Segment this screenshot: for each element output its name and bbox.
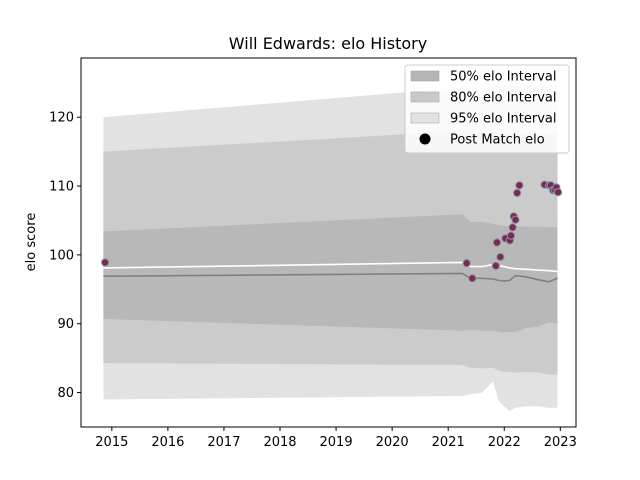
x-tick-label: 2017 (207, 435, 240, 450)
y-tick-label: 90 (57, 317, 74, 332)
x-tick-label: 2023 (544, 435, 577, 450)
y-tick-label: 80 (57, 386, 74, 401)
x-tick-label: 2021 (432, 435, 465, 450)
post-match-point (496, 252, 505, 262)
legend-frame (404, 64, 570, 154)
x-tick-label: 2020 (376, 435, 409, 450)
legend-marker (419, 133, 431, 145)
x-tick-label: 2018 (263, 435, 296, 450)
legend-swatch (410, 91, 440, 103)
median-line (103, 261, 558, 273)
x-tick-label: 2016 (151, 435, 184, 450)
post-match-point (553, 188, 563, 197)
post-match-point (462, 259, 471, 268)
chart-title: Will Edwards: elo History (229, 34, 427, 53)
post-match-point (492, 238, 502, 247)
x-tick-label: 2022 (488, 435, 521, 450)
legend-swatch (410, 112, 440, 124)
legend-label: 95% elo Interval (450, 112, 557, 127)
y-axis-label: elo score (24, 213, 39, 272)
plot-frame (80, 57, 577, 428)
post-match-point (101, 258, 110, 267)
post-match-point (468, 274, 477, 283)
post-match-point (506, 231, 516, 240)
x-tick-label: 2015 (95, 435, 128, 450)
legend-label: 50% elo Interval (450, 70, 557, 85)
post-match-point (508, 223, 517, 232)
x-tick-label: 2019 (320, 435, 353, 450)
band-50 (103, 214, 558, 333)
y-tick-label: 120 (49, 111, 74, 126)
legend: 50% elo Interval 80% elo Interval 95% elo … (404, 64, 570, 154)
post-match-point (513, 188, 522, 198)
legend-label: 80% elo Interval (450, 91, 557, 106)
legend-swatch (410, 70, 440, 82)
y-tick-label: 100 (49, 248, 74, 263)
post-match-point (491, 261, 500, 271)
post-match-point (515, 181, 524, 190)
post-match-point (511, 215, 520, 224)
y-tick-label: 110 (49, 180, 74, 195)
legend-label: Post Match elo (450, 133, 545, 148)
